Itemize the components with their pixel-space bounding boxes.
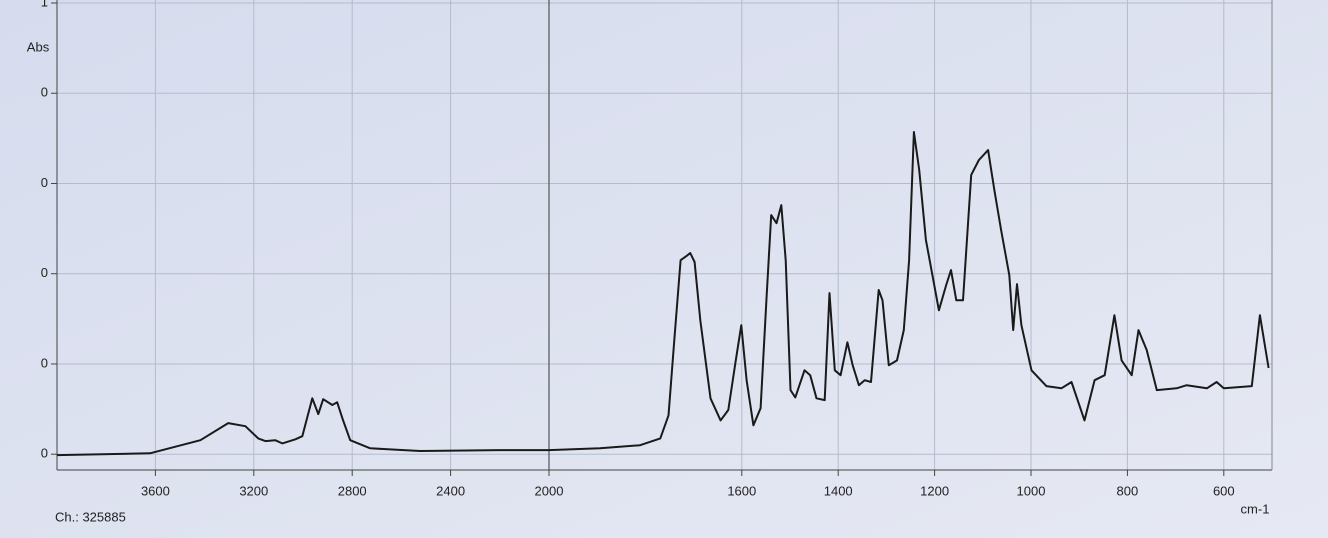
y-tick-label: 0 [41, 85, 48, 100]
y-tick-label: 0 [41, 355, 48, 370]
footer: Ch.: 325885 [55, 509, 126, 524]
y-tick-label: 0 [41, 175, 48, 190]
x-tick-label: 2000 [535, 483, 564, 498]
x-tick-label: 1400 [824, 483, 853, 498]
x-tick-label: 2400 [436, 483, 465, 498]
x-tick-label: 1200 [920, 483, 949, 498]
x-tick-label: 600 [1213, 483, 1235, 498]
x-tick-label: 1000 [1017, 483, 1046, 498]
spectrum-line [56, 131, 1270, 457]
x-tick-label: 2800 [338, 483, 367, 498]
y-tick-label: 1 [41, 0, 48, 9]
y-axis-label: Abs [27, 39, 50, 54]
x-tick-label: 3600 [141, 483, 170, 498]
y-tick-label: 0 [41, 446, 48, 461]
x-tick-label: 800 [1117, 483, 1139, 498]
x-tick-label: 1600 [727, 483, 756, 498]
x-tick-label: 3200 [239, 483, 268, 498]
x-axis-label: cm-1 [1241, 501, 1270, 516]
y-tick-label: 0 [41, 265, 48, 280]
